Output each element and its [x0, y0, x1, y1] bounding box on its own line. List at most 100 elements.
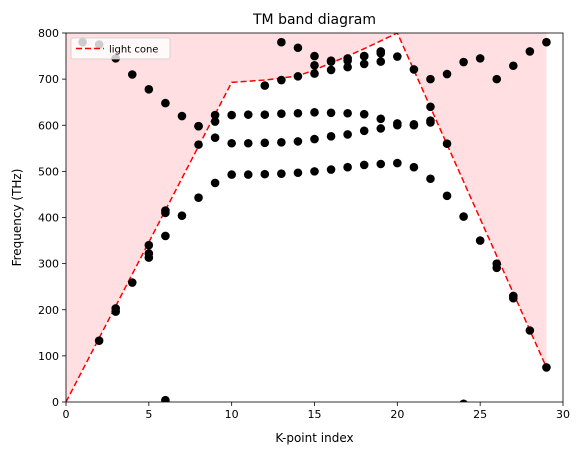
band-point — [310, 69, 319, 78]
x-tick-label: 0 — [63, 408, 70, 421]
light-cone-region — [66, 33, 547, 402]
band-point — [310, 167, 319, 176]
y-tick-label: 500 — [38, 165, 59, 178]
band-point — [277, 138, 286, 147]
x-tick-label: 30 — [556, 408, 570, 421]
band-point — [293, 168, 303, 178]
band-point — [376, 47, 386, 56]
band-point — [194, 121, 203, 131]
band-point — [194, 140, 203, 149]
band-point — [459, 399, 468, 402]
band-point — [94, 336, 104, 345]
band-point — [509, 291, 518, 301]
band-point — [343, 108, 352, 118]
band-point — [243, 138, 253, 148]
band-point — [343, 62, 352, 72]
band-point — [393, 52, 402, 61]
band-point — [243, 110, 253, 119]
y-tick-label: 400 — [38, 212, 59, 225]
band-point — [459, 212, 468, 221]
band-point — [409, 120, 419, 130]
band-point — [293, 72, 303, 81]
band-point — [359, 59, 369, 69]
band-point — [310, 51, 319, 61]
light-cone-fill — [66, 33, 547, 402]
band-point — [277, 75, 286, 85]
band-point — [161, 98, 170, 108]
band-point — [144, 249, 154, 258]
x-tick-label: 5 — [145, 408, 152, 421]
band-point — [177, 211, 187, 220]
band-point — [343, 130, 352, 139]
band-point — [326, 132, 336, 141]
x-tick-label: 20 — [390, 408, 404, 421]
band-point — [194, 193, 203, 202]
x-tick-label: 15 — [308, 408, 322, 421]
y-tick-label: 800 — [38, 27, 59, 40]
band-point — [210, 178, 220, 188]
band-point — [409, 162, 419, 172]
band-point — [426, 118, 435, 127]
band-point — [310, 134, 319, 144]
band-point — [359, 109, 369, 119]
band-point — [326, 65, 336, 75]
band-point — [376, 124, 386, 133]
y-tick-label: 0 — [52, 396, 59, 409]
band-point — [343, 54, 352, 63]
y-tick-label: 200 — [38, 304, 59, 317]
band-point — [542, 37, 551, 47]
x-tick-label: 25 — [473, 408, 487, 421]
band-point — [227, 110, 236, 120]
band-point — [459, 57, 468, 67]
band-point — [277, 109, 286, 119]
band-point — [426, 102, 435, 112]
band-point — [475, 236, 485, 245]
band-point — [310, 60, 319, 70]
y-tick-label: 300 — [38, 258, 59, 271]
band-point — [359, 51, 369, 61]
band-point — [393, 158, 402, 168]
band-point — [509, 61, 518, 71]
band-point — [277, 169, 286, 178]
band-point — [442, 191, 452, 201]
legend-box — [70, 37, 171, 60]
band-point — [144, 240, 154, 250]
band-point — [525, 326, 535, 335]
band-point — [161, 231, 170, 241]
band-point — [243, 170, 253, 179]
band-point — [127, 278, 137, 287]
band-point — [542, 363, 551, 372]
band-point — [426, 174, 435, 184]
band-point — [210, 133, 220, 143]
band-point — [326, 56, 336, 65]
band-point — [442, 139, 452, 148]
band-point — [210, 110, 220, 120]
band-point — [111, 304, 120, 313]
band-point — [525, 47, 535, 56]
band-point — [376, 114, 386, 124]
band-point — [409, 65, 419, 74]
band-point — [210, 117, 220, 126]
x-axis-label: K-point index — [275, 431, 353, 445]
chart-title: TM band diagram — [252, 12, 376, 28]
band-point — [161, 395, 170, 402]
band-point — [326, 165, 336, 174]
band-point — [376, 57, 386, 66]
band-point — [127, 70, 137, 79]
y-axis-label: Frequency (THz) — [10, 169, 24, 267]
band-point — [144, 84, 154, 94]
y-tick-label: 100 — [38, 350, 59, 363]
band-point — [227, 138, 236, 148]
band-point — [260, 169, 270, 179]
band-point — [293, 137, 303, 146]
band-point — [492, 259, 502, 268]
band-point — [293, 43, 303, 53]
band-point — [343, 162, 352, 172]
y-tick-label: 600 — [38, 119, 59, 132]
band-point — [260, 138, 270, 148]
band-point — [161, 206, 170, 215]
band-point — [293, 108, 303, 118]
